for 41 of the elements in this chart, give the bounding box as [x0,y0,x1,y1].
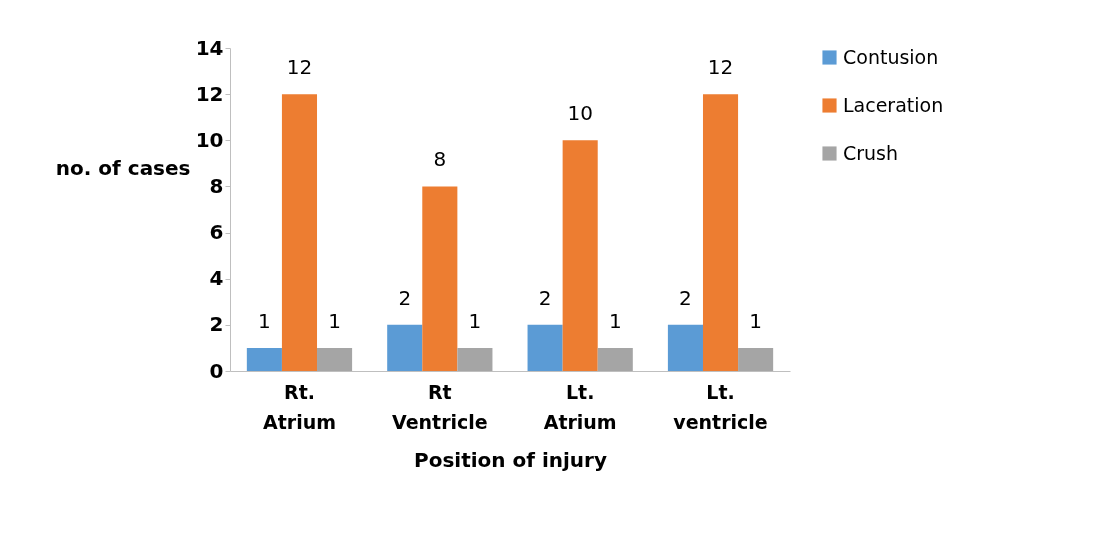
data-label: 1 [328,308,341,333]
data-label: 2 [398,285,412,310]
legend-label: Contusion [843,45,939,68]
bar [457,347,493,371]
data-label: 2 [679,285,692,310]
y-tick-label: 8 [209,173,224,198]
data-label: 1 [468,308,482,333]
y-tick-label: 12 [195,81,224,106]
x-tick-label: Rt Ventricle [391,380,488,433]
x-axis-title: Position of injury [413,447,608,472]
bar [246,347,282,371]
bar [527,324,563,371]
bar [667,324,703,371]
data-label: 12 [286,55,313,80]
bar [562,140,598,371]
bar [317,347,353,371]
y-tick-label: 2 [209,312,224,337]
data-label: 12 [707,55,734,80]
x-tick-label: Lt. ventricle [673,380,768,433]
x-tick-label: Rt. Atrium [262,380,336,433]
x-tick-label: Lt. Atrium [543,380,617,433]
bar [281,94,318,371]
data-label: 1 [749,308,762,333]
bar [702,94,739,371]
legend-label: Laceration [843,93,944,116]
bar [387,324,423,371]
bar [597,347,633,371]
data-label: 1 [608,308,622,333]
data-label: 2 [538,285,552,310]
bar [422,186,458,371]
y-tick-label: 10 [195,127,224,152]
y-tick-label: 0 [209,358,224,383]
y-tick-label: 4 [209,266,224,291]
y-tick-label: 6 [209,220,224,245]
y-tick-label: 14 [195,35,224,60]
bar [738,347,774,371]
data-label: 8 [433,147,447,172]
y-axis-title: no. of cases [55,155,191,180]
data-label: 10 [567,101,593,126]
legend-label: Crush [843,141,899,164]
data-label: 1 [258,308,271,333]
